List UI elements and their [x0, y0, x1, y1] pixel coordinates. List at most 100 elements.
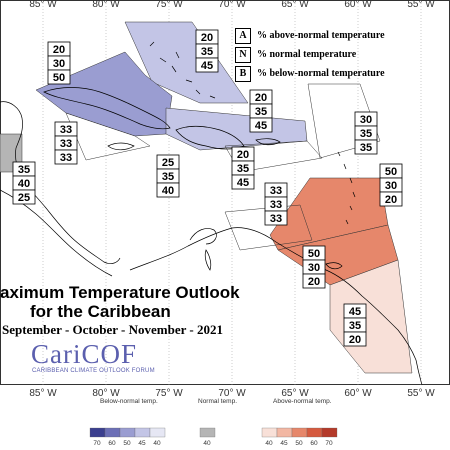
probability-cell	[231, 174, 255, 190]
legend-text: % below-normal temperature	[257, 68, 385, 79]
probability-value-A: 50	[385, 166, 397, 178]
legend-row-below: B % below-normal temperature	[235, 64, 385, 83]
lon-label-bottom: 85° W	[29, 388, 57, 399]
legend-row-above: A % above-normal temperature	[235, 26, 385, 45]
probability-value-B: 40	[162, 185, 174, 197]
lon-label-bottom: 55° W	[407, 388, 435, 399]
probability-value-N: 30	[308, 262, 320, 274]
colorbar-normal-title: Normal temp.	[198, 398, 238, 405]
colorbar-above-title: Above-normal temp.	[273, 398, 332, 405]
logo-name: CariCOF	[31, 339, 138, 369]
probability-cell	[156, 182, 180, 198]
probability-value-B: 35	[360, 142, 372, 154]
probability-value-B: 33	[60, 152, 72, 164]
probability-value-B: 20	[308, 276, 320, 288]
colorbar-label: 70	[325, 440, 333, 447]
lon-label-top: 55° W	[407, 0, 435, 10]
probability-box: 20 30 50	[47, 41, 71, 85]
probability-cell	[302, 273, 326, 289]
probability-value-A: 50	[308, 248, 320, 260]
probability-cell	[379, 191, 403, 207]
probability-value-A: 33	[60, 124, 72, 136]
probability-value-N: 35	[237, 163, 249, 175]
longitude-labels-top: 85° W 80° W 75° W 70° W 65° W 60° W 55° …	[29, 0, 435, 10]
probability-box: 33 33 33	[264, 182, 288, 226]
probability-value-A: 35	[18, 164, 30, 176]
probability-box: 20 35 45	[249, 89, 273, 133]
probability-value-N: 35	[360, 128, 372, 140]
probability-value-N: 33	[270, 199, 282, 211]
lon-label-bottom: 60° W	[344, 388, 372, 399]
probability-value-B: 20	[349, 334, 361, 346]
probability-value-N: 35	[349, 320, 361, 332]
logo-subtitle: CARIBBEAN CLIMATE OUTLOOK FORUM	[32, 368, 155, 374]
colorbar-above-swatch	[276, 427, 293, 438]
probability-value-A: 20	[255, 92, 267, 104]
colorbar-label: 50	[295, 440, 303, 447]
probability-value-N: 35	[162, 171, 174, 183]
lon-label-top: 70° W	[218, 0, 246, 10]
probability-box: 35 40 25	[12, 161, 36, 205]
legend-key: A	[235, 27, 251, 44]
lon-label-bottom: 70° W	[218, 388, 246, 399]
probability-cell	[54, 149, 78, 165]
colorbar-label: 40	[265, 440, 273, 447]
colorbar-above-swatch	[291, 427, 308, 438]
probability-box: 45 35 20	[343, 303, 367, 347]
colorbar-above-swatch	[306, 427, 323, 438]
probability-box: 33 33 33	[54, 121, 78, 165]
probability-box: 20 35 45	[231, 146, 255, 190]
probability-box: 50 30 20	[379, 163, 403, 207]
probability-box: 50 30 20	[302, 245, 326, 289]
probability-cell	[354, 139, 378, 155]
probability-value-B: 33	[270, 213, 282, 225]
colorbar-normal-swatch	[199, 427, 216, 438]
lon-label-bottom: 65° W	[281, 388, 309, 399]
probability-value-A: 33	[270, 185, 282, 197]
colorbar-above-swatch	[261, 427, 278, 438]
colorbar-below-swatch	[134, 427, 151, 438]
longitude-labels-bottom: 85° W 80° W 75° W 70° W 65° W 60° W 55° …	[29, 388, 435, 399]
probability-value-N: 33	[60, 138, 72, 150]
probability-value-B: 45	[255, 120, 267, 132]
colorbar-below-swatch	[149, 427, 166, 438]
legend: A % above-normal temperature N % normal …	[235, 26, 385, 83]
probability-cell	[249, 117, 273, 133]
probability-boxes: 20 30 50 20 35 45 33 33 33 20 35 45 25 35 40 20 35 45 30 35…	[12, 29, 403, 347]
lon-label-bottom: 75° W	[155, 388, 183, 399]
probability-cell	[195, 57, 219, 73]
region-bahamas	[124, 21, 249, 104]
map-season: September - October - November - 2021	[2, 322, 223, 337]
probability-value-N: 35	[201, 46, 213, 58]
probability-value-A: 20	[53, 44, 65, 56]
probability-box: 25 35 40	[156, 154, 180, 198]
lon-label-top: 75° W	[155, 0, 183, 10]
colorbar-label: 45	[280, 440, 288, 447]
probability-value-A: 20	[237, 149, 249, 161]
lon-label-top: 80° W	[92, 0, 120, 10]
colorbar-above-swatch	[321, 427, 338, 438]
probability-value-B: 25	[18, 192, 30, 204]
probability-value-N: 30	[53, 58, 65, 70]
map-subtitle: for the Caribbean	[30, 302, 171, 321]
legend-text: % above-normal temperature	[257, 30, 385, 41]
probability-value-A: 45	[349, 306, 361, 318]
map-title: aximum Temperature Outlook	[0, 283, 240, 302]
lon-label-top: 85° W	[29, 0, 57, 10]
colorbar-below-swatch	[89, 427, 106, 438]
legend-key: N	[235, 46, 251, 63]
colorbar-label: 60	[108, 440, 116, 447]
region-leewards-north	[307, 83, 381, 159]
lon-label-top: 65° W	[281, 0, 309, 10]
colorbar-label: 40	[203, 440, 211, 447]
legend-key: B	[235, 65, 251, 82]
probability-value-A: 30	[360, 114, 372, 126]
colorbar-below-title: Below-normal temp.	[100, 398, 158, 405]
probability-value-N: 30	[385, 180, 397, 192]
colorbar-label: 40	[153, 440, 161, 447]
colorbar-label: 70	[93, 440, 101, 447]
caricof-logo: CariCOF CARIBBEAN CLIMATE OUTLOOK FORUM	[6, 340, 181, 374]
colorbar-below-swatch	[119, 427, 136, 438]
colorbar-label: 50	[123, 440, 131, 447]
